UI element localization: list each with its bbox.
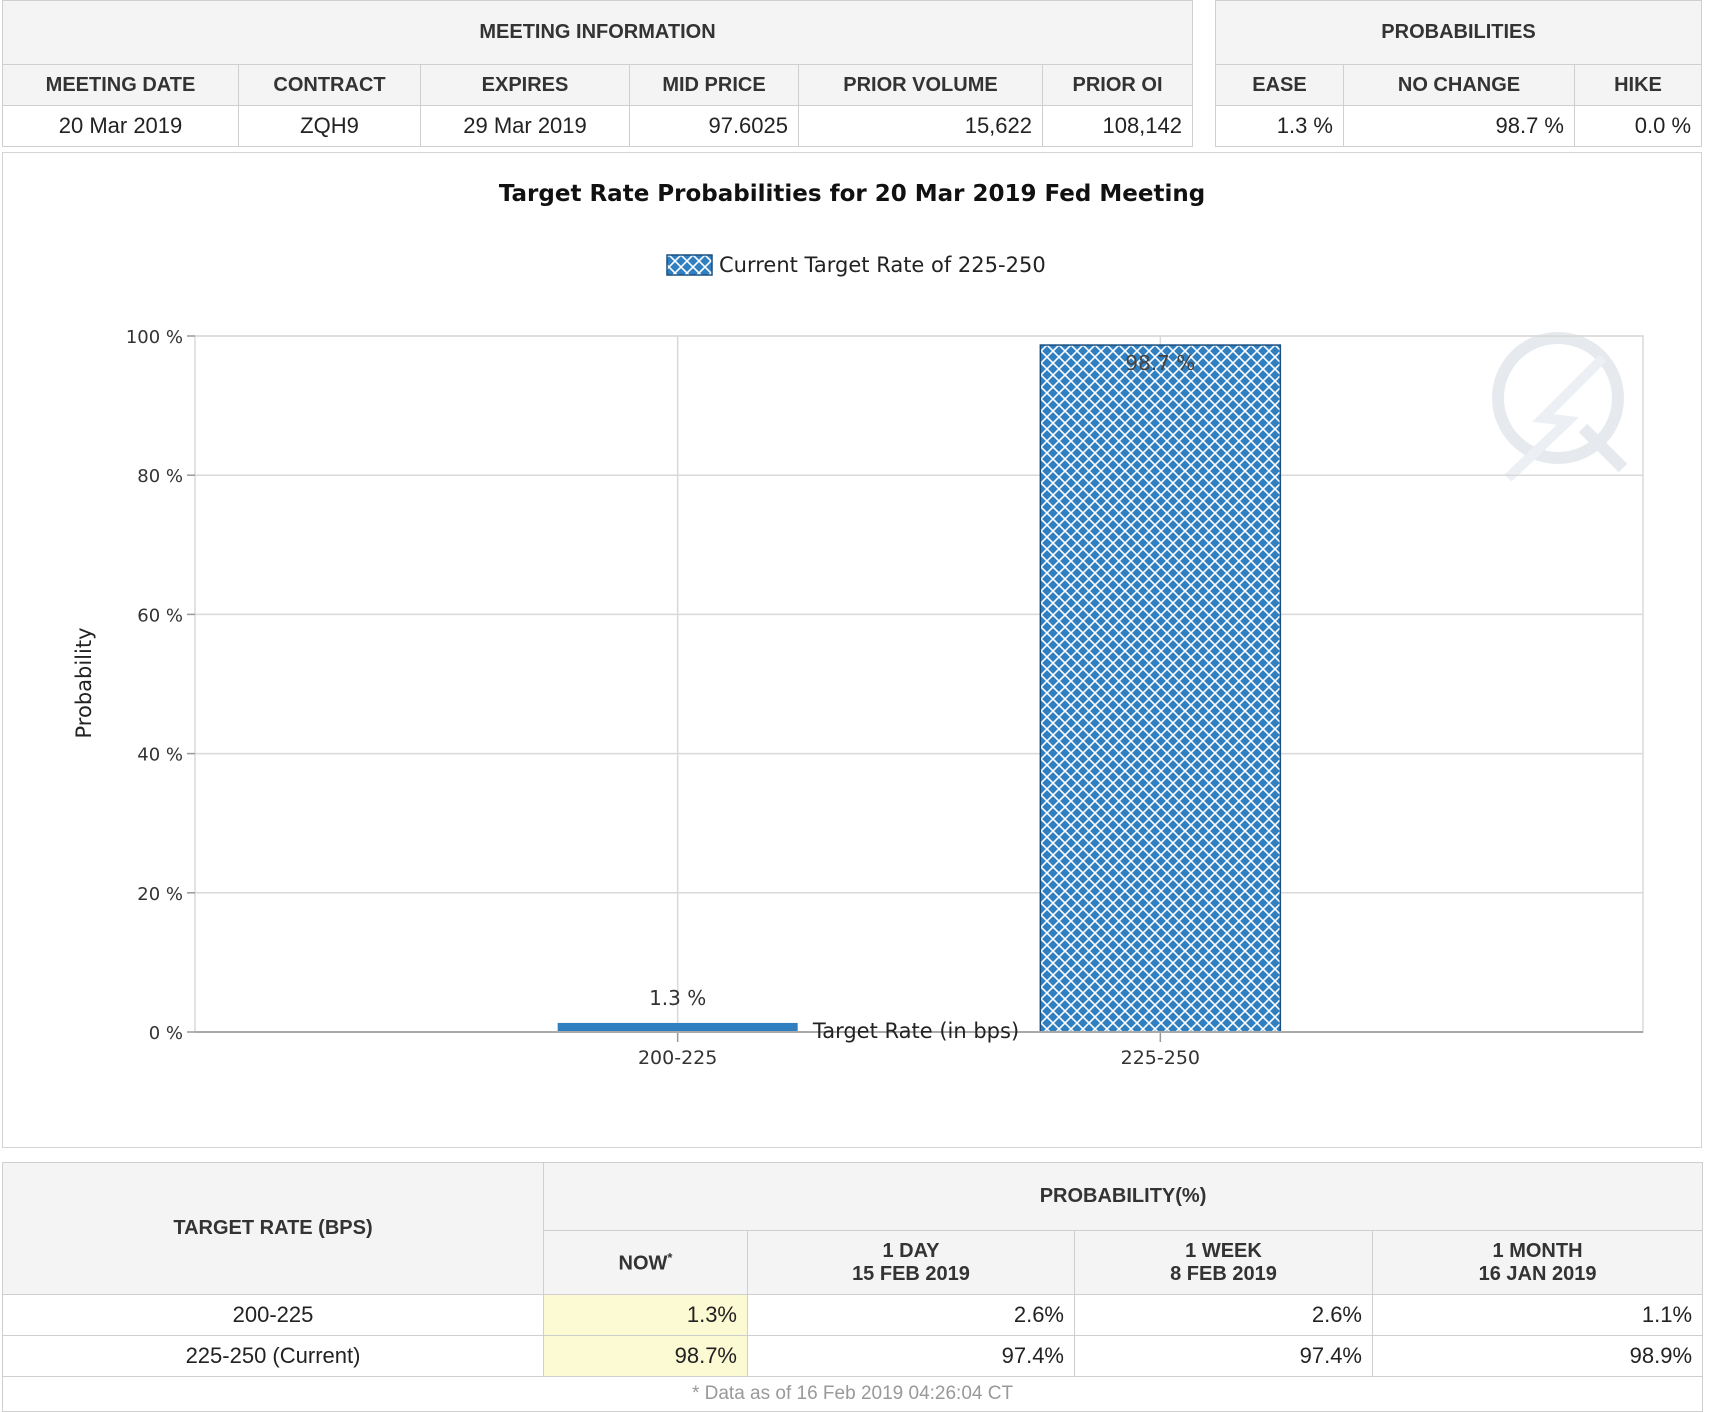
plot-frame — [194, 335, 1644, 1033]
ease-value: 1.3 % — [1215, 105, 1344, 147]
col-ease: EASE — [1215, 64, 1344, 106]
bar-225-250 — [1039, 344, 1282, 1033]
data-label: 1.3 % — [649, 986, 706, 1010]
now-cell: 1.3% — [543, 1294, 748, 1336]
chart-panel: Target Rate Probabilities for 20 Mar 201… — [2, 152, 1702, 1148]
chart-legend: Current Target Rate of 225-250 — [666, 253, 1046, 277]
month-cell: 1.1% — [1371, 1294, 1704, 1336]
bar-200-225 — [557, 1022, 798, 1032]
col-contract: CONTRACT — [238, 64, 421, 106]
now-cell: 98.7% — [543, 1335, 748, 1377]
y-tick-label: 0 % — [149, 1023, 183, 1044]
week-cell: 97.4% — [1074, 1335, 1373, 1377]
y-tick-label: 80 % — [137, 466, 183, 487]
cme-logo-watermark — [1492, 332, 1628, 482]
x-tick-label: 225-250 — [1121, 1047, 1200, 1069]
chart-title: Target Rate Probabilities for 20 Mar 201… — [499, 181, 1205, 207]
table-row: 225-250 (Current) 98.7% 97.4% 97.4% 98.9… — [2, 1335, 1704, 1377]
no-change-value: 98.7 % — [1343, 105, 1575, 147]
hike-value: 0.0 % — [1573, 105, 1703, 147]
y-axis-label: Probability — [72, 627, 96, 738]
month-cell: 98.9% — [1371, 1335, 1704, 1377]
day-cell: 2.6% — [747, 1294, 1075, 1336]
col-prior-volume: PRIOR VOLUME — [798, 64, 1043, 106]
col-now: NOW* — [543, 1230, 748, 1295]
mid-price-value: 97.6025 — [629, 105, 799, 147]
rate-cell: 225-250 (Current) — [2, 1335, 544, 1377]
legend-label: Current Target Rate of 225-250 — [719, 253, 1046, 277]
col-prior-oi: PRIOR OI — [1042, 64, 1193, 106]
meeting-info-table: MEETING INFORMATION MEETING DATE CONTRAC… — [2, 0, 1193, 147]
col-1-month: 1 MONTH 16 JAN 2019 — [1371, 1230, 1704, 1295]
table-row: 200-225 1.3% 2.6% 2.6% 1.1% — [2, 1294, 1704, 1336]
col-hike: HIKE — [1573, 64, 1703, 106]
day-cell: 97.4% — [747, 1335, 1075, 1377]
x-tick-label: 200-225 — [638, 1047, 717, 1069]
probabilities-header: PROBABILITIES — [1214, 0, 1703, 65]
col-expires: EXPIRES — [420, 64, 630, 106]
expires-value: 29 Mar 2019 — [420, 105, 630, 147]
week-cell: 2.6% — [1074, 1294, 1373, 1336]
data-label: 98.7 % — [1125, 351, 1195, 375]
col-1-day: 1 DAY 15 FEB 2019 — [747, 1230, 1075, 1295]
x-axis-label: Target Rate (in bps) — [812, 1019, 1019, 1043]
meeting-info-header: MEETING INFORMATION — [2, 0, 1193, 65]
y-tick-label: 100 % — [126, 327, 183, 348]
y-tick-label: 60 % — [137, 605, 183, 626]
history-table: TARGET RATE (BPS) PROBABILITY(%) NOW* 1 … — [1, 1162, 1704, 1412]
rate-cell: 200-225 — [2, 1294, 544, 1336]
prior-volume-value: 15,622 — [798, 105, 1043, 147]
meeting-date-value: 20 Mar 2019 — [2, 105, 239, 147]
col-no-change: NO CHANGE — [1343, 64, 1575, 106]
y-tick-label: 20 % — [137, 884, 183, 905]
probability-chart: Target Rate Probabilities for 20 Mar 201… — [72, 181, 1644, 1069]
plot-area: 0 % 20 % 40 % 60 % 80 % 100 % 200-225 1.3 % 225-… — [126, 327, 1644, 1069]
col-1-week: 1 WEEK 8 FEB 2019 — [1074, 1230, 1373, 1295]
prior-oi-value: 108,142 — [1042, 105, 1193, 147]
y-tick-label: 40 % — [137, 745, 183, 766]
probability-group-header: PROBABILITY(%) — [542, 1162, 1704, 1231]
footnote: * Data as of 16 Feb 2019 04:26:04 CT — [1, 1376, 1704, 1412]
probabilities-table: PROBABILITIES EASE NO CHANGE HIKE 1.3 % … — [1214, 0, 1703, 147]
col-mid-price: MID PRICE — [629, 64, 799, 106]
target-rate-header: TARGET RATE (BPS) — [2, 1162, 544, 1295]
col-meeting-date: MEETING DATE — [2, 64, 239, 106]
legend-swatch — [666, 254, 713, 276]
contract-value: ZQH9 — [238, 105, 421, 147]
